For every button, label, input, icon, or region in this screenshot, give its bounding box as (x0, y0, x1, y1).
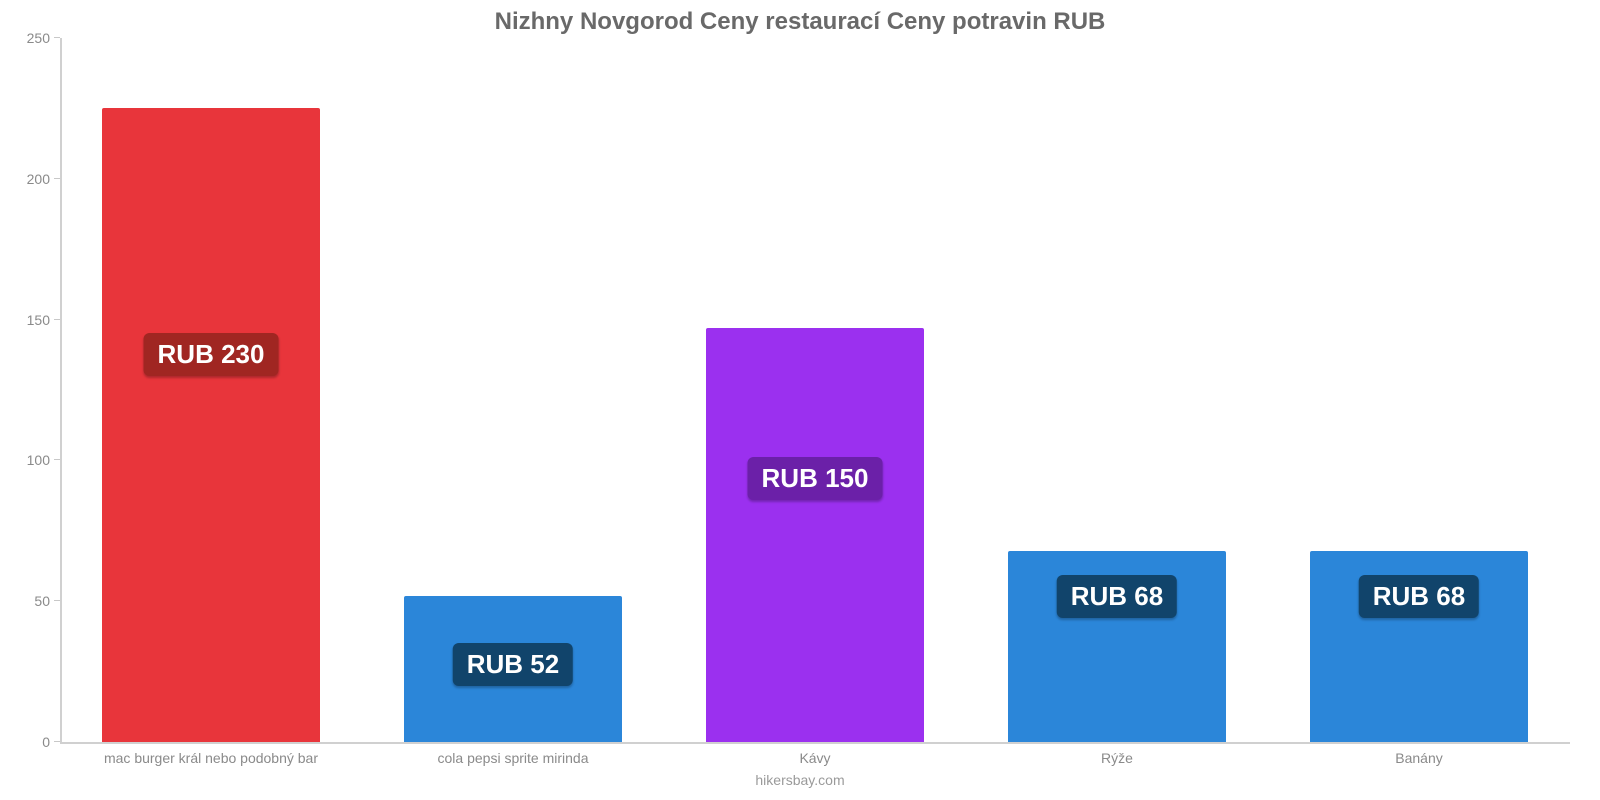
value-badge: RUB 52 (453, 643, 573, 686)
plot-area: 050100150200250mac burger král nebo podo… (60, 38, 1570, 742)
value-badge: RUB 230 (144, 333, 279, 376)
y-tick-label: 100 (27, 452, 50, 468)
y-tick-label: 200 (27, 171, 50, 187)
y-tick-label: 0 (42, 734, 50, 750)
bar (706, 328, 923, 742)
y-tick-mark (54, 319, 60, 320)
bars-layer (60, 38, 1570, 742)
y-tick-mark (54, 600, 60, 601)
y-tick-mark (54, 741, 60, 742)
chart-title: Nizhny Novgorod Ceny restaurací Ceny pot… (0, 8, 1600, 36)
x-tick-label: Banány (1395, 750, 1442, 766)
bar-fill (706, 328, 923, 742)
bar-fill (102, 108, 319, 742)
y-tick-label: 250 (27, 30, 50, 46)
x-tick-label: cola pepsi sprite mirinda (438, 750, 589, 766)
x-tick-label: mac burger král nebo podobný bar (104, 750, 318, 766)
x-tick-label: Kávy (799, 750, 830, 766)
bar (102, 108, 319, 742)
y-tick-label: 150 (27, 312, 50, 328)
x-axis-line (60, 742, 1570, 744)
y-tick-mark (54, 178, 60, 179)
attribution-text: hikersbay.com (0, 772, 1600, 788)
x-tick-label: Rýže (1101, 750, 1133, 766)
value-badge: RUB 68 (1057, 575, 1177, 618)
value-badge: RUB 68 (1359, 575, 1479, 618)
price-bar-chart: Nizhny Novgorod Ceny restaurací Ceny pot… (0, 0, 1600, 800)
y-tick-mark (54, 459, 60, 460)
y-tick-mark (54, 37, 60, 38)
y-tick-label: 50 (34, 593, 50, 609)
value-badge: RUB 150 (748, 457, 883, 500)
